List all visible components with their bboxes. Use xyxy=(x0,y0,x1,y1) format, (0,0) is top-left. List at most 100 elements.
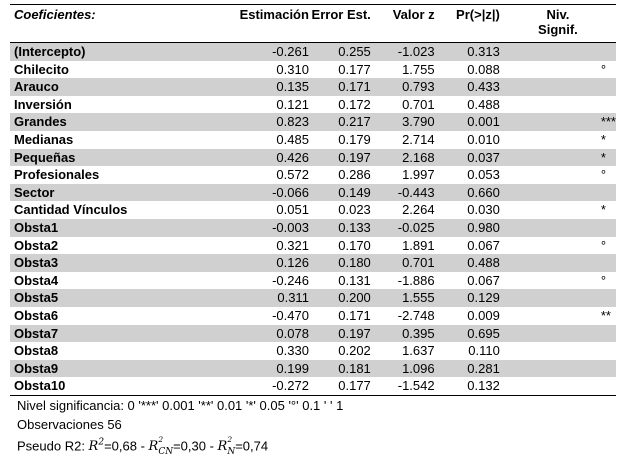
row-name: Obsta8 xyxy=(14,343,59,359)
row-p: 0.660 xyxy=(467,184,500,200)
row-signif xyxy=(500,342,616,360)
row-p: 0.030 xyxy=(467,202,500,218)
row-p: 0.488 xyxy=(467,255,500,271)
row-signif xyxy=(500,360,616,378)
coefficients-table: Coeficientes: Estimación Error Est. Valo… xyxy=(10,4,616,396)
row-valor-z: -1.542 xyxy=(370,377,435,396)
row-signif xyxy=(500,325,616,343)
row-name: Chilecito xyxy=(14,61,69,77)
row-estimacion: 0.485 xyxy=(276,131,309,147)
row-p: 0.009 xyxy=(467,307,500,323)
table-row: Obsta2 0.321 0.170 1.891 0.067 ° xyxy=(10,237,616,255)
row-valor-z: 2.168 xyxy=(402,149,435,165)
row-p: 0.037 xyxy=(467,149,500,165)
row-p: 0.695 xyxy=(467,325,500,341)
row-valor-z: -2.748 xyxy=(397,307,435,323)
row-error: 0.023 xyxy=(338,202,371,218)
row-p: 0.488 xyxy=(467,96,500,112)
table-row: Inversión 0.121 0.172 0.701 0.488 xyxy=(10,96,616,114)
row-signif xyxy=(500,219,616,237)
row-signif xyxy=(500,78,616,96)
significance-note: Nivel significancia: 0 '***' 0.001 '**' … xyxy=(17,398,344,413)
row-signif xyxy=(500,254,616,272)
row-estimacion: -0.261 xyxy=(272,44,309,59)
table-row: Sector -0.066 0.149 -0.443 0.660 xyxy=(10,183,616,202)
table-footer: Nivel significancia: 0 '***' 0.001 '**' … xyxy=(17,396,344,457)
row-estimacion: -0.003 xyxy=(272,219,309,235)
table-row: (Intercepto) -0.261 0.255 -1.023 0.313 xyxy=(10,42,616,61)
r2-cn-value: =0,30 - xyxy=(173,438,218,454)
table-row: Obsta6 -0.470 0.171 -2.748 0.009 ** xyxy=(10,307,616,325)
row-p: 0.053 xyxy=(467,167,500,183)
row-valor-z: -0.443 xyxy=(397,184,435,200)
r2-prefix: Pseudo R2: xyxy=(17,438,89,454)
row-error: 0.170 xyxy=(338,237,371,253)
table-row: Obsta5 0.311 0.200 1.555 0.129 xyxy=(10,289,616,307)
row-signif: ° xyxy=(600,167,607,183)
row-valor-z: 0.395 xyxy=(402,325,435,341)
table-row: Obsta1 -0.003 0.133 -0.025 0.980 xyxy=(10,218,616,237)
row-name: Obsta10 xyxy=(10,377,146,396)
observations-note: Observaciones 56 xyxy=(17,417,122,432)
row-p: 0.132 xyxy=(434,377,500,396)
pseudo-r2-note: Pseudo R2: R2=0,68 - R2 CN=0,30 - R2 N=0,7… xyxy=(17,435,269,457)
row-estimacion: -0.066 xyxy=(272,184,309,200)
table-row: Obsta4 -0.246 0.131 -1.886 0.067 ° xyxy=(10,272,616,290)
row-valor-z: -0.025 xyxy=(397,219,435,235)
row-signif: ** xyxy=(600,307,611,323)
header-signif-line2: Signif. xyxy=(538,22,578,37)
row-valor-z: -1.886 xyxy=(397,272,435,288)
table-row: Pequeñas 0.426 0.197 2.168 0.037 * xyxy=(10,148,616,167)
row-estimacion: 0.426 xyxy=(276,149,309,165)
row-error: 0.149 xyxy=(338,184,371,200)
row-estimacion: -0.470 xyxy=(272,307,309,323)
row-error: 0.200 xyxy=(338,290,371,306)
header-coeficientes: Coeficientes: xyxy=(10,4,146,43)
row-valor-z: 2.714 xyxy=(402,131,435,147)
table-row: Obsta7 0.078 0.197 0.395 0.695 xyxy=(10,324,616,343)
row-p: 0.980 xyxy=(467,219,500,235)
coefficients-table-container: Coeficientes: Estimación Error Est. Valo… xyxy=(10,4,616,396)
row-valor-z: 1.555 xyxy=(402,290,435,306)
row-error: 0.172 xyxy=(338,96,371,112)
row-estimacion: 0.310 xyxy=(276,61,309,77)
row-name: Grandes xyxy=(14,114,67,130)
row-name: Obsta6 xyxy=(14,307,59,323)
row-valor-z: 2.264 xyxy=(402,202,435,218)
row-estimacion: 0.126 xyxy=(276,255,309,271)
table-row: Chilecito 0.310 0.177 1.755 0.088 ° xyxy=(10,61,616,79)
row-error: 0.177 xyxy=(308,377,371,396)
row-p: 0.110 xyxy=(468,343,500,359)
header-row: Coeficientes: Estimación Error Est. Valo… xyxy=(10,4,616,43)
table-row: Obsta8 0.330 0.202 1.637 0.110 xyxy=(10,342,616,360)
row-error: 0.131 xyxy=(338,272,371,288)
row-estimacion: 0.330 xyxy=(276,343,309,359)
row-valor-z: 0.701 xyxy=(402,255,435,271)
table-row: Medianas 0.485 0.179 2.714 0.010 * xyxy=(10,131,616,149)
row-error: 0.286 xyxy=(338,167,371,183)
row-p: 0.010 xyxy=(467,131,500,147)
row-error: 0.197 xyxy=(338,149,371,165)
r2-value: =0,68 - xyxy=(104,438,149,454)
row-p: 0.001 xyxy=(467,114,500,130)
row-name: Obsta3 xyxy=(14,255,59,271)
row-valor-z: 1.755 xyxy=(402,61,435,77)
row-valor-z: 1.637 xyxy=(402,343,435,359)
row-signif: * xyxy=(600,202,606,218)
r2-n-subscript: N xyxy=(227,447,236,457)
row-signif xyxy=(500,96,616,114)
row-error: 0.171 xyxy=(338,79,371,95)
table-row: Arauco 0.135 0.171 0.793 0.433 xyxy=(10,78,616,96)
row-estimacion: -0.246 xyxy=(272,272,309,288)
row-error: 0.197 xyxy=(338,325,371,341)
row-p: 0.433 xyxy=(467,79,500,95)
row-signif xyxy=(500,289,616,307)
row-valor-z: 0.701 xyxy=(402,96,435,112)
row-error: 0.180 xyxy=(338,255,371,271)
header-estimacion: Estimación xyxy=(145,4,309,43)
row-name: Obsta4 xyxy=(14,272,59,288)
row-name: Obsta7 xyxy=(14,325,59,341)
row-valor-z: 1.096 xyxy=(402,360,435,376)
row-name: Sector xyxy=(14,184,55,200)
row-name: Obsta2 xyxy=(14,237,59,253)
